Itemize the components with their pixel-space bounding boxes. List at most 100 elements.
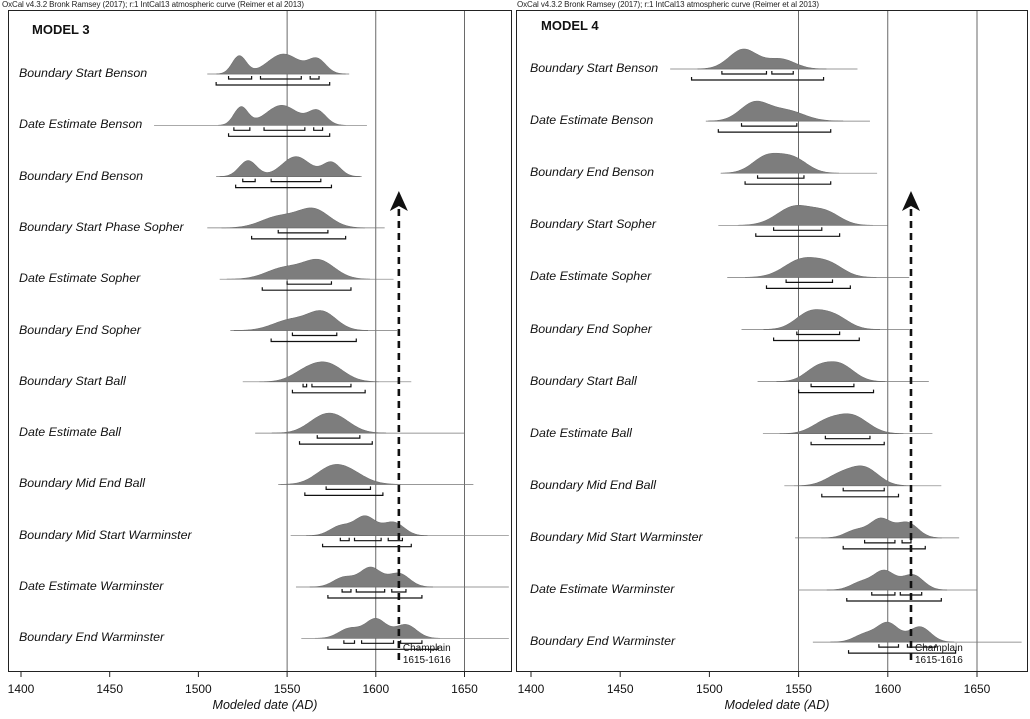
model-3-range-95-date-estimate-benson — [227, 133, 331, 137]
model-4-row-label-boundary-end-benson: Boundary End Benson — [530, 165, 654, 180]
model-4-range-68-boundary-end-benson-0 — [756, 175, 805, 179]
model-3-row-label-date-estimate-ball: Date Estimate Ball — [19, 425, 121, 440]
model-4-range-95-boundary-start-benson — [690, 77, 825, 81]
model-3-range-68-boundary-mid-start-warminster-0 — [339, 537, 350, 542]
model-4-range-68-date-estimate-sopher-0 — [785, 279, 834, 283]
model-3-row-label-date-estimate-warminster: Date Estimate Warminster — [19, 579, 164, 593]
model-3-row-label-boundary-end-warminster: Boundary End Warminster — [19, 630, 165, 645]
model-3-row-label-boundary-mid-start-warminster: Boundary Mid Start Warminster — [19, 527, 192, 542]
model-4-range-68-boundary-mid-start-warminster-1 — [901, 539, 912, 544]
model-4-tick-label-1650: 1650 — [963, 682, 991, 696]
model-3-range-68-date-estimate-warminster-0 — [341, 589, 352, 593]
model-3-range-95-boundary-mid-end-ball — [304, 492, 384, 496]
model-4-density-date-estimate-sopher — [744, 257, 877, 278]
model-4-range-68-boundary-mid-end-ball-0 — [842, 487, 885, 492]
model-3-x-axis-title: Modeled date (AD) — [212, 698, 318, 712]
model-4-row-label-boundary-start-ball: Boundary Start Ball — [530, 373, 637, 388]
model-4-density-boundary-mid-end-ball — [793, 465, 911, 487]
model-4-range-68-boundary-end-warminster-1 — [906, 644, 937, 648]
model-3-range-95-boundary-end-sopher — [270, 338, 357, 343]
model-3-row-label-boundary-start-phase-sopher: Boundary Start Phase Sopher — [19, 219, 184, 234]
model-3-range-68-boundary-end-benson-1 — [270, 178, 322, 183]
model-4-range-95-boundary-start-ball — [798, 389, 875, 394]
model-3-range-95-boundary-start-ball — [291, 389, 366, 394]
model-3-density-boundary-end-benson — [219, 156, 361, 177]
model-4-density-date-estimate-ball — [779, 413, 904, 434]
model-4-row-label-date-estimate-benson: Date Estimate Benson — [530, 113, 654, 128]
model-4-range-68-boundary-mid-start-warminster-0 — [864, 539, 896, 544]
model-4-range-95-boundary-start-sopher — [755, 233, 841, 237]
model-3-range-68-boundary-end-benson-0 — [242, 178, 256, 183]
model-3-range-95-boundary-end-warminster — [327, 646, 439, 650]
model-4-range-95-boundary-end-benson — [744, 181, 832, 185]
model-4-range-68-boundary-start-benson-0 — [721, 71, 768, 75]
model-3-range-68-boundary-start-phase-sopher-0 — [277, 229, 329, 234]
model-3-range-68-boundary-start-ball-1 — [311, 383, 352, 388]
model-3-range-68-boundary-end-warminster-2 — [400, 640, 423, 644]
model-4-range-95-boundary-mid-start-warminster — [842, 545, 926, 550]
model-3-range-95-date-estimate-warminster — [327, 595, 423, 599]
model-3-density-boundary-mid-end-ball — [280, 464, 402, 485]
model-3-density-boundary-start-benson — [216, 53, 346, 75]
model-3-range-68-boundary-start-ball-0 — [302, 383, 308, 388]
model-4-row-label-boundary-mid-start-warminster: Boundary Mid Start Warminster — [530, 529, 703, 544]
model-4-annotation-champlain: Champlain — [914, 643, 963, 654]
model-3-range-68-boundary-mid-start-warminster-1 — [353, 537, 382, 542]
model-3-tick-label-1600: 1600 — [362, 682, 390, 696]
model-4-row-label-boundary-start-sopher: Boundary Start Sopher — [530, 217, 657, 232]
oxcal-header-left: OxCal v4.3.2 Bronk Ramsey (2017); r:1 In… — [2, 0, 304, 9]
model-3-range-68-date-estimate-warminster-1 — [355, 589, 386, 593]
model-3-range-68-boundary-end-warminster-1 — [361, 640, 395, 644]
model-4-row-label-boundary-end-warminster: Boundary End Warminster — [530, 634, 676, 649]
oxcal-header-right: OxCal v4.3.2 Bronk Ramsey (2017); r:1 In… — [517, 0, 819, 9]
model-3-champlain-arrowhead — [389, 191, 408, 211]
model-3-champlain-annotation: Champlain 1615-1616 — [403, 643, 451, 667]
model-3-density-boundary-end-warminster — [314, 618, 441, 639]
model-3-density-date-estimate-warminster — [309, 566, 433, 588]
model-4-tick-label-1600: 1600 — [874, 682, 902, 696]
model-3-range-68-boundary-mid-start-warminster-2 — [387, 537, 404, 542]
model-3-annotation-champlain: Champlain — [402, 643, 451, 654]
model-4-tick-label-1500: 1500 — [696, 682, 723, 696]
model-4-row-label-date-estimate-warminster: Date Estimate Warminster — [530, 582, 675, 596]
model-3-range-95-boundary-start-phase-sopher — [251, 235, 347, 240]
model-3-tick-label-1650: 1650 — [451, 682, 478, 696]
model-3-range-95-boundary-end-benson — [235, 184, 333, 189]
model-3-range-95-boundary-mid-start-warminster — [321, 543, 412, 548]
model-4-range-95-boundary-mid-end-ball — [821, 493, 900, 498]
model-3-range-68-date-estimate-benson-2 — [313, 127, 324, 131]
model-4-density-boundary-mid-start-warminster — [821, 517, 942, 539]
model-4-row-label-boundary-start-benson: Boundary Start Benson — [530, 61, 659, 75]
model-3-range-95-date-estimate-ball — [298, 441, 373, 445]
model-4-champlain-arrowhead — [901, 191, 920, 211]
model-3-range-68-date-estimate-sopher-0 — [286, 281, 333, 285]
model-3-range-68-boundary-end-sopher-0 — [291, 332, 338, 337]
model-3-range-68-date-estimate-ball-0 — [316, 435, 361, 439]
model-3-range-68-boundary-start-benson-0 — [227, 76, 253, 80]
model-3-row-label-date-estimate-sopher: Date Estimate Sopher — [19, 271, 141, 286]
model-3-range-68-boundary-start-benson-1 — [259, 76, 302, 80]
model-3-range-68-boundary-end-warminster-0 — [343, 640, 356, 644]
model-4-range-68-boundary-start-sopher-0 — [773, 227, 823, 231]
model-4-row-label-boundary-end-sopher: Boundary End Sopher — [530, 321, 652, 336]
model-4-champlain-annotation: Champlain 1615-1616 — [915, 643, 963, 667]
model-3-tick-label-1500: 1500 — [185, 682, 212, 696]
model-4-tick-label-1450: 1450 — [606, 682, 634, 696]
model-3-tick-label-1450: 1450 — [96, 682, 124, 696]
model-4-density-boundary-end-sopher — [763, 309, 881, 330]
model-3-density-date-estimate-benson — [218, 105, 346, 126]
model-4-x-axis-title: Modeled date (AD) — [724, 698, 830, 712]
model-4-density-boundary-start-sopher — [737, 205, 873, 226]
model-4-density-boundary-end-benson — [720, 152, 839, 174]
model-3-range-68-date-estimate-warminster-2 — [391, 589, 407, 593]
model-3-density-boundary-mid-start-warminster — [306, 515, 428, 536]
model-3-range-68-boundary-start-benson-2 — [309, 76, 320, 80]
model-3-annotation-years: 1615-1616 — [402, 655, 451, 666]
model-4-tick-label-1550: 1550 — [785, 682, 812, 696]
model-4-range-68-date-estimate-ball-0 — [824, 435, 871, 440]
model-3-tick-label-1400: 1400 — [7, 682, 35, 696]
model-4-tick-label-1400: 1400 — [517, 682, 545, 696]
model-3-tick-label-1550: 1550 — [273, 682, 301, 696]
model-3-range-68-date-estimate-benson-1 — [263, 127, 306, 131]
